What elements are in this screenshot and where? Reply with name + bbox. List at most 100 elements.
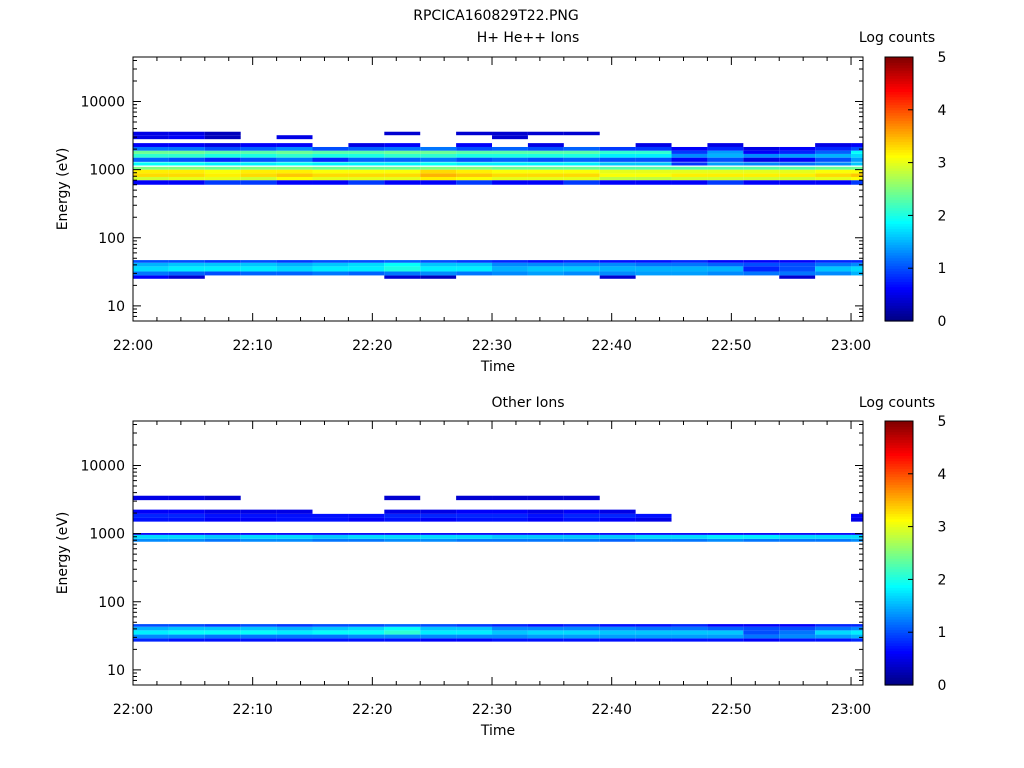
heatmap-cell (671, 180, 708, 185)
heatmap-cell (815, 630, 852, 635)
colorbar-frame (884, 420, 914, 686)
heatmap-cell (671, 638, 708, 642)
heatmap-cell (240, 143, 277, 147)
heatmap-cell (779, 162, 816, 166)
heatmap-cell (492, 271, 528, 276)
colorbar-segment (885, 294, 913, 298)
heatmap-cell (312, 260, 349, 263)
heatmap-cell (276, 266, 313, 272)
colorbar-segment (885, 563, 913, 567)
heatmap-cell (779, 157, 816, 162)
heatmap-cell (133, 166, 169, 170)
colorbar-segment (885, 75, 913, 79)
heatmap-cell (348, 262, 385, 267)
heatmap-cell (168, 262, 205, 267)
heatmap-cell (815, 157, 852, 162)
colorbar-segment (885, 284, 913, 288)
colorbar-segment (885, 318, 913, 322)
colorbar-segment (885, 162, 913, 166)
heatmap-cell (599, 513, 636, 518)
heatmap-cell (276, 176, 313, 181)
heatmap-cell (527, 157, 564, 162)
heatmap-cell (204, 131, 241, 136)
y-tick-label: 1000 (89, 527, 125, 543)
heatmap-cell (204, 162, 241, 166)
heatmap-cell (635, 266, 672, 272)
heatmap-cell (851, 153, 863, 158)
colorbar-segment (885, 560, 913, 565)
heatmap-cell (276, 626, 313, 631)
heatmap-cell (384, 271, 421, 276)
heatmap-cell (240, 626, 277, 631)
x-tick-label: 22:40 (592, 338, 632, 354)
colorbar-tick-label: 0 (938, 314, 947, 330)
colorbar-segment (885, 91, 913, 95)
heatmap-cell (204, 153, 241, 158)
heatmap-cell (348, 157, 385, 162)
heatmap-cell (671, 153, 708, 158)
heatmap-cell (420, 262, 457, 267)
heatmap-cell (492, 162, 528, 166)
panel-other-ions: Other Ions 22:00 22:10 22:20 22:30 22:40 22:50… (55, 395, 947, 739)
colorbar-segment (885, 112, 913, 116)
colorbar-segment (885, 529, 913, 533)
heatmap-cell (133, 533, 169, 535)
heatmap-cell (563, 271, 600, 276)
heatmap-cell (168, 624, 205, 627)
heatmap-cell (168, 271, 205, 276)
heatmap-cell (276, 638, 313, 642)
heatmap-cell (563, 533, 600, 535)
heatmap-cell (743, 638, 780, 642)
heatmap-cell (276, 509, 313, 514)
heatmap-cell (707, 180, 744, 185)
heatmap-cell (599, 509, 636, 514)
heatmap-cell (240, 150, 277, 154)
colorbar-segment (885, 634, 913, 639)
heatmap-cells (133, 495, 863, 642)
colorbar-segment (885, 241, 913, 246)
heatmap-cell (779, 169, 816, 174)
heatmap-cell (133, 634, 169, 639)
heatmap-cell (456, 624, 493, 627)
heatmap-cell (851, 638, 863, 642)
colorbar-tick-label: 4 (938, 467, 947, 483)
colorbar-segment (885, 666, 913, 670)
heatmap-cell (707, 638, 744, 642)
colorbar-segment (885, 489, 913, 493)
heatmap-cell (133, 630, 169, 635)
colorbar-segment (885, 289, 913, 293)
x-tick-label: 22:00 (113, 702, 153, 718)
colorbar-segment (885, 589, 913, 594)
heatmap-cell (492, 513, 528, 518)
heatmap-cell (312, 157, 349, 162)
heatmap-cell (527, 271, 564, 276)
heatmap-cell (312, 517, 349, 522)
colorbar-segment (885, 141, 913, 145)
heatmap-cell (204, 146, 241, 151)
x-tick-label: 22:10 (232, 702, 272, 718)
colorbar-segment (885, 674, 913, 678)
colorbar-segment (885, 117, 913, 121)
figure-title: RPCICA160829T22.PNG (413, 8, 578, 24)
heatmap-cell (168, 143, 205, 147)
colorbar-segment (885, 115, 913, 119)
heatmap-cell (743, 180, 780, 185)
heatmap-cell (815, 538, 852, 542)
colorbar-segment (885, 658, 913, 662)
heatmap-cell (635, 176, 672, 181)
heatmap-cell (527, 517, 564, 522)
heatmap-cell (671, 271, 708, 276)
colorbar-segment (885, 307, 913, 312)
heatmap-cell (743, 266, 780, 272)
heatmap-cell (671, 626, 708, 631)
heatmap-cell (312, 180, 349, 185)
colorbar-segment (885, 299, 913, 304)
heatmap-cell (384, 517, 421, 522)
heatmap-cell (743, 146, 780, 151)
heatmap-cell (707, 634, 744, 639)
heatmap-cell (671, 169, 708, 174)
heatmap-cell (527, 143, 564, 147)
heatmap-cell (420, 166, 457, 170)
heatmap-cell (204, 173, 241, 177)
colorbar-segment (885, 191, 913, 195)
